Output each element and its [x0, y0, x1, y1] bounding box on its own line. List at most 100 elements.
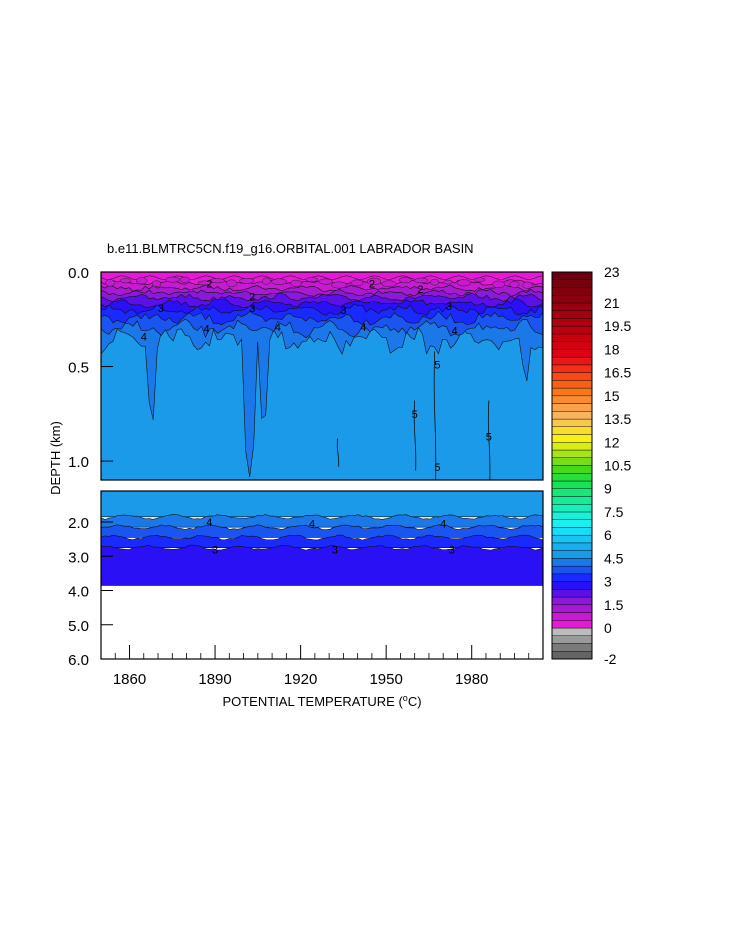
surface-eddy — [119, 278, 132, 284]
contour-label: 4 — [203, 324, 209, 336]
colorbar-tick-label: 23 — [604, 264, 620, 280]
surface-eddy — [271, 278, 287, 285]
colorbar-swatch — [551, 411, 593, 420]
contour-label: 4 — [452, 326, 458, 338]
colorbar-tick-label: 4.5 — [604, 550, 624, 566]
x-tick-label: 1950 — [369, 671, 402, 688]
colorbar-swatch — [551, 387, 593, 397]
colorbar-swatch — [551, 565, 593, 575]
surface-eddy — [105, 279, 115, 287]
upper-panel-frame — [100, 271, 544, 481]
surface-eddy — [509, 281, 520, 288]
surface-eddy — [381, 280, 397, 288]
y-tick-label: 5.0 — [68, 618, 89, 635]
colorbar-swatch — [551, 496, 593, 505]
colorbar-swatch — [551, 465, 593, 474]
colorbar-tick-label: 7.5 — [604, 504, 624, 520]
x-tick-label: 1920 — [284, 671, 317, 688]
lower-panel-frame — [100, 490, 544, 660]
surface-eddy — [262, 277, 271, 285]
colorbar-swatch — [551, 271, 593, 280]
contour-label: 5 — [412, 409, 418, 421]
contour-label: 3 — [158, 303, 164, 315]
colorbar-swatch — [551, 302, 593, 311]
contour-label: 4 — [141, 331, 147, 343]
colorbar-swatch — [551, 279, 593, 288]
contour-label: 4 — [275, 322, 281, 334]
y-tick-label: 0.0 — [68, 265, 89, 282]
colorbar: 23 21 19.5 18 16.5 15 13.5 12 10.5 9 7.5 6 4.5 3 1.5 0 -… — [551, 264, 631, 667]
colorbar-swatch — [551, 627, 593, 636]
contour-label: 4 — [360, 322, 366, 334]
surface-eddy — [226, 279, 238, 287]
colorbar-swatch — [551, 573, 593, 582]
colorbar-swatch — [551, 356, 593, 366]
colorbar-tick-label: 13.5 — [604, 411, 631, 427]
contour-label: 3 — [212, 544, 218, 556]
colorbar-tick-label: 21 — [604, 295, 620, 311]
colorbar-tick-label: 16.5 — [604, 365, 631, 381]
contour-label: 4 — [309, 519, 315, 531]
contour-label: 3 — [449, 544, 455, 556]
colorbar-swatch — [551, 403, 593, 412]
contour-label: 5 — [434, 462, 440, 474]
surface-eddy — [290, 279, 302, 287]
colorbar-swatch — [551, 519, 593, 528]
lower-band — [101, 514, 543, 528]
lower-band — [101, 534, 543, 548]
surface-eddy — [305, 277, 318, 282]
surface-eddy — [350, 279, 364, 287]
surface-eddy — [456, 279, 471, 287]
colorbar-swatch — [551, 295, 593, 304]
y-tick-label: 2.0 — [68, 515, 89, 532]
colorbar-swatch — [551, 542, 593, 551]
colorbar-swatch — [551, 635, 593, 644]
colorbar-tick-label: 10.5 — [604, 458, 631, 474]
x-tick-label: 1890 — [198, 671, 231, 688]
colorbar-swatch — [551, 434, 593, 443]
colorbar-swatch — [551, 457, 593, 466]
contour-line-5 — [336, 438, 340, 467]
colorbar-tick-label: -2 — [604, 651, 617, 667]
colorbar-swatch — [551, 473, 593, 482]
contour-line-5 — [487, 400, 491, 480]
colorbar-swatch — [551, 550, 593, 559]
surface-eddy — [473, 277, 486, 283]
colorbar-swatch — [551, 604, 593, 613]
contour-line-5 — [433, 351, 437, 480]
surface-eddy — [492, 280, 505, 288]
contour-label: 2 — [249, 292, 255, 304]
surface-eddy — [318, 278, 334, 285]
contour-label: 2 — [206, 278, 212, 290]
colorbar-swatch — [551, 488, 593, 497]
surface-eddy — [331, 281, 347, 289]
colorbar-tick-label: 1.5 — [604, 597, 624, 613]
colorbar-frame — [551, 271, 593, 660]
surface-eddy — [522, 281, 533, 289]
contour-label: 5 — [434, 360, 440, 372]
colorbar-swatch — [551, 287, 593, 296]
colorbar-tick-label: 15 — [604, 388, 620, 404]
surface-eddy — [443, 279, 453, 285]
lower-panel: 4 4 4 3 3 3 — [101, 491, 543, 659]
colorbar-swatch — [551, 480, 593, 489]
colorbar-swatch — [551, 418, 593, 427]
colorbar-swatch — [551, 318, 593, 327]
lower-band — [101, 544, 543, 586]
colorbar-swatch — [551, 596, 593, 606]
surface-eddy — [151, 280, 162, 288]
x-axis-label: POTENTIAL TEMPERATURE (oC) — [222, 693, 421, 709]
colorbar-swatch — [551, 395, 593, 404]
surface-eddy — [398, 277, 412, 283]
colorbar-swatch — [551, 651, 593, 660]
colorbar-swatch — [551, 349, 593, 358]
colorbar-tick-label: 9 — [604, 481, 612, 497]
colorbar-swatch — [551, 325, 593, 335]
no-data-region — [101, 585, 543, 659]
colorbar-swatch — [551, 341, 593, 350]
surface-eddy — [413, 277, 429, 284]
contour-label: 3 — [340, 305, 346, 317]
chart-title: b.e11.BLMTRC5CN.f19_g16.ORBITAL.001 LABR… — [107, 241, 474, 256]
